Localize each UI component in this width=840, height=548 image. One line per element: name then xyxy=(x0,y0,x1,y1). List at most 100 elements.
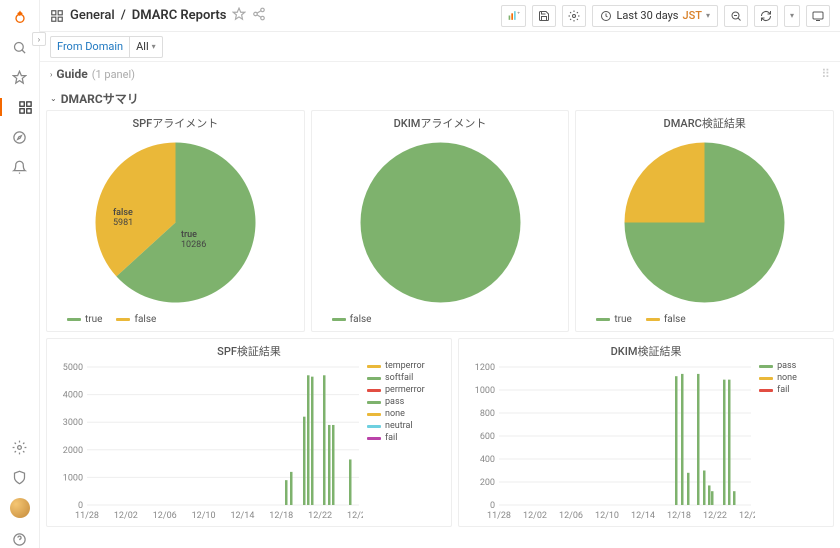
svg-text:12/02: 12/02 xyxy=(523,511,547,521)
svg-text:600: 600 xyxy=(480,432,495,442)
breadcrumb: General / DMARC Reports xyxy=(50,8,226,23)
svg-text:12/14: 12/14 xyxy=(230,511,254,521)
row-subtext: (1 panel) xyxy=(92,68,135,81)
svg-text:+: + xyxy=(518,10,521,16)
svg-text:1000: 1000 xyxy=(475,386,495,396)
user-avatar[interactable] xyxy=(10,498,30,518)
panel-title: SPF検証結果 xyxy=(53,343,445,359)
sidebar-expand-toggle[interactable]: › xyxy=(32,32,46,46)
svg-text:11/28: 11/28 xyxy=(75,511,99,521)
clock-icon xyxy=(600,10,612,22)
star-icon[interactable] xyxy=(11,68,29,86)
svg-text:2000: 2000 xyxy=(63,446,83,456)
bar-panel: DKIM検証結果 0 200 400 600 800 1000 1200 11/28 12/02… xyxy=(458,338,834,527)
timezone-label: JST xyxy=(682,9,701,22)
svg-text:11/28: 11/28 xyxy=(487,511,511,521)
svg-text:false: false xyxy=(113,208,133,218)
legend-item[interactable]: neutral xyxy=(367,421,425,431)
config-icon[interactable] xyxy=(11,438,29,456)
row-title: DMARCサマリ xyxy=(61,90,139,107)
grafana-logo-icon[interactable] xyxy=(11,8,29,26)
legend-item[interactable]: pass xyxy=(367,397,425,407)
svg-text:12/14: 12/14 xyxy=(631,511,655,521)
legend-item[interactable]: true xyxy=(67,314,102,325)
svg-text:200: 200 xyxy=(480,478,495,488)
svg-text:true: true xyxy=(181,230,197,240)
sidebar xyxy=(0,0,40,548)
legend-item[interactable]: fail xyxy=(759,385,797,395)
svg-text:0: 0 xyxy=(78,501,83,511)
chevron-down-icon: ▾ xyxy=(706,11,710,20)
svg-text:0: 0 xyxy=(490,501,495,511)
svg-text:4000: 4000 xyxy=(63,391,83,401)
bar-panel: SPF検証結果 0 1000 2000 3000 4000 5000 11/28 12/02 1… xyxy=(46,338,452,527)
time-range-picker[interactable]: Last 30 days JST ▾ xyxy=(592,5,718,27)
legend-item[interactable]: none xyxy=(759,373,797,383)
legend-item[interactable]: true xyxy=(596,314,631,325)
svg-text:10286: 10286 xyxy=(181,240,206,250)
star-dashboard-icon[interactable] xyxy=(232,7,246,24)
row-header-guide[interactable]: › Guide (1 panel) ⠿ xyxy=(40,62,840,86)
legend-item[interactable]: false xyxy=(332,314,372,325)
variable-bar: From Domain All▾ xyxy=(40,32,840,62)
pie-panel: DKIMアライメント false xyxy=(311,110,570,332)
variable-from-domain[interactable]: From Domain All▾ xyxy=(50,36,163,58)
svg-text:1000: 1000 xyxy=(63,473,83,483)
chevron-right-icon: › xyxy=(50,70,52,79)
alerting-icon[interactable] xyxy=(11,158,29,176)
svg-text:5000: 5000 xyxy=(63,363,83,373)
legend-item[interactable]: temperror xyxy=(367,361,425,371)
search-icon[interactable] xyxy=(11,38,29,56)
svg-text:12/06: 12/06 xyxy=(559,511,583,521)
pie-panel: DMARC検証結果 true false xyxy=(575,110,834,332)
panel-title: DKIMアライメント xyxy=(320,115,561,131)
variable-label: From Domain xyxy=(51,40,129,53)
svg-text:3000: 3000 xyxy=(63,418,83,428)
svg-text:400: 400 xyxy=(480,455,495,465)
save-button[interactable] xyxy=(532,5,556,27)
main-content: General / DMARC Reports + Last 30 days J… xyxy=(40,0,840,548)
settings-button[interactable] xyxy=(562,5,586,27)
row-header-summary[interactable]: ⌄ DMARCサマリ xyxy=(40,86,840,110)
legend-item[interactable]: pass xyxy=(759,361,797,371)
panel-title: DKIM検証結果 xyxy=(465,343,827,359)
svg-text:1200: 1200 xyxy=(475,363,495,373)
explore-icon[interactable] xyxy=(11,128,29,146)
svg-text:12/06: 12/06 xyxy=(153,511,177,521)
folder-name[interactable]: General xyxy=(70,8,115,23)
row-title: Guide xyxy=(56,67,87,81)
time-range-label: Last 30 days xyxy=(616,9,678,22)
help-icon[interactable] xyxy=(11,530,29,548)
zoom-out-button[interactable] xyxy=(724,5,748,27)
dashboards-icon[interactable] xyxy=(0,98,39,116)
svg-text:12/22: 12/22 xyxy=(308,511,332,521)
legend-item[interactable]: none xyxy=(367,409,425,419)
variable-value: All▾ xyxy=(129,37,162,57)
svg-text:12/02: 12/02 xyxy=(114,511,138,521)
svg-text:12/10: 12/10 xyxy=(595,511,619,521)
share-icon[interactable] xyxy=(252,7,266,24)
svg-text:12/26: 12/26 xyxy=(347,511,363,521)
legend-item[interactable]: permerror xyxy=(367,385,425,395)
legend-item[interactable]: softfail xyxy=(367,373,425,383)
svg-text:5981: 5981 xyxy=(113,218,133,228)
panel-title: SPFアライメント xyxy=(55,115,296,131)
admin-icon[interactable] xyxy=(11,468,29,486)
legend-item[interactable]: false xyxy=(116,314,156,325)
tv-mode-button[interactable] xyxy=(806,5,830,27)
dashboards-icon xyxy=(50,9,64,23)
topbar: General / DMARC Reports + Last 30 days J… xyxy=(40,0,840,32)
add-panel-button[interactable]: + xyxy=(501,5,526,27)
refresh-button[interactable] xyxy=(754,5,778,27)
panel-title: DMARC検証結果 xyxy=(584,115,825,131)
pie-panel: SPFアライメント true10286false5981 truefalse xyxy=(46,110,305,332)
svg-text:800: 800 xyxy=(480,409,495,419)
refresh-interval-button[interactable]: ▾ xyxy=(784,5,800,27)
page-title[interactable]: DMARC Reports xyxy=(132,8,227,23)
legend-item[interactable]: false xyxy=(646,314,686,325)
svg-text:12/18: 12/18 xyxy=(667,511,691,521)
legend-item[interactable]: fail xyxy=(367,433,425,443)
chevron-down-icon: ⌄ xyxy=(50,94,57,103)
drag-handle-icon[interactable]: ⠿ xyxy=(821,67,830,81)
svg-text:12/10: 12/10 xyxy=(192,511,216,521)
